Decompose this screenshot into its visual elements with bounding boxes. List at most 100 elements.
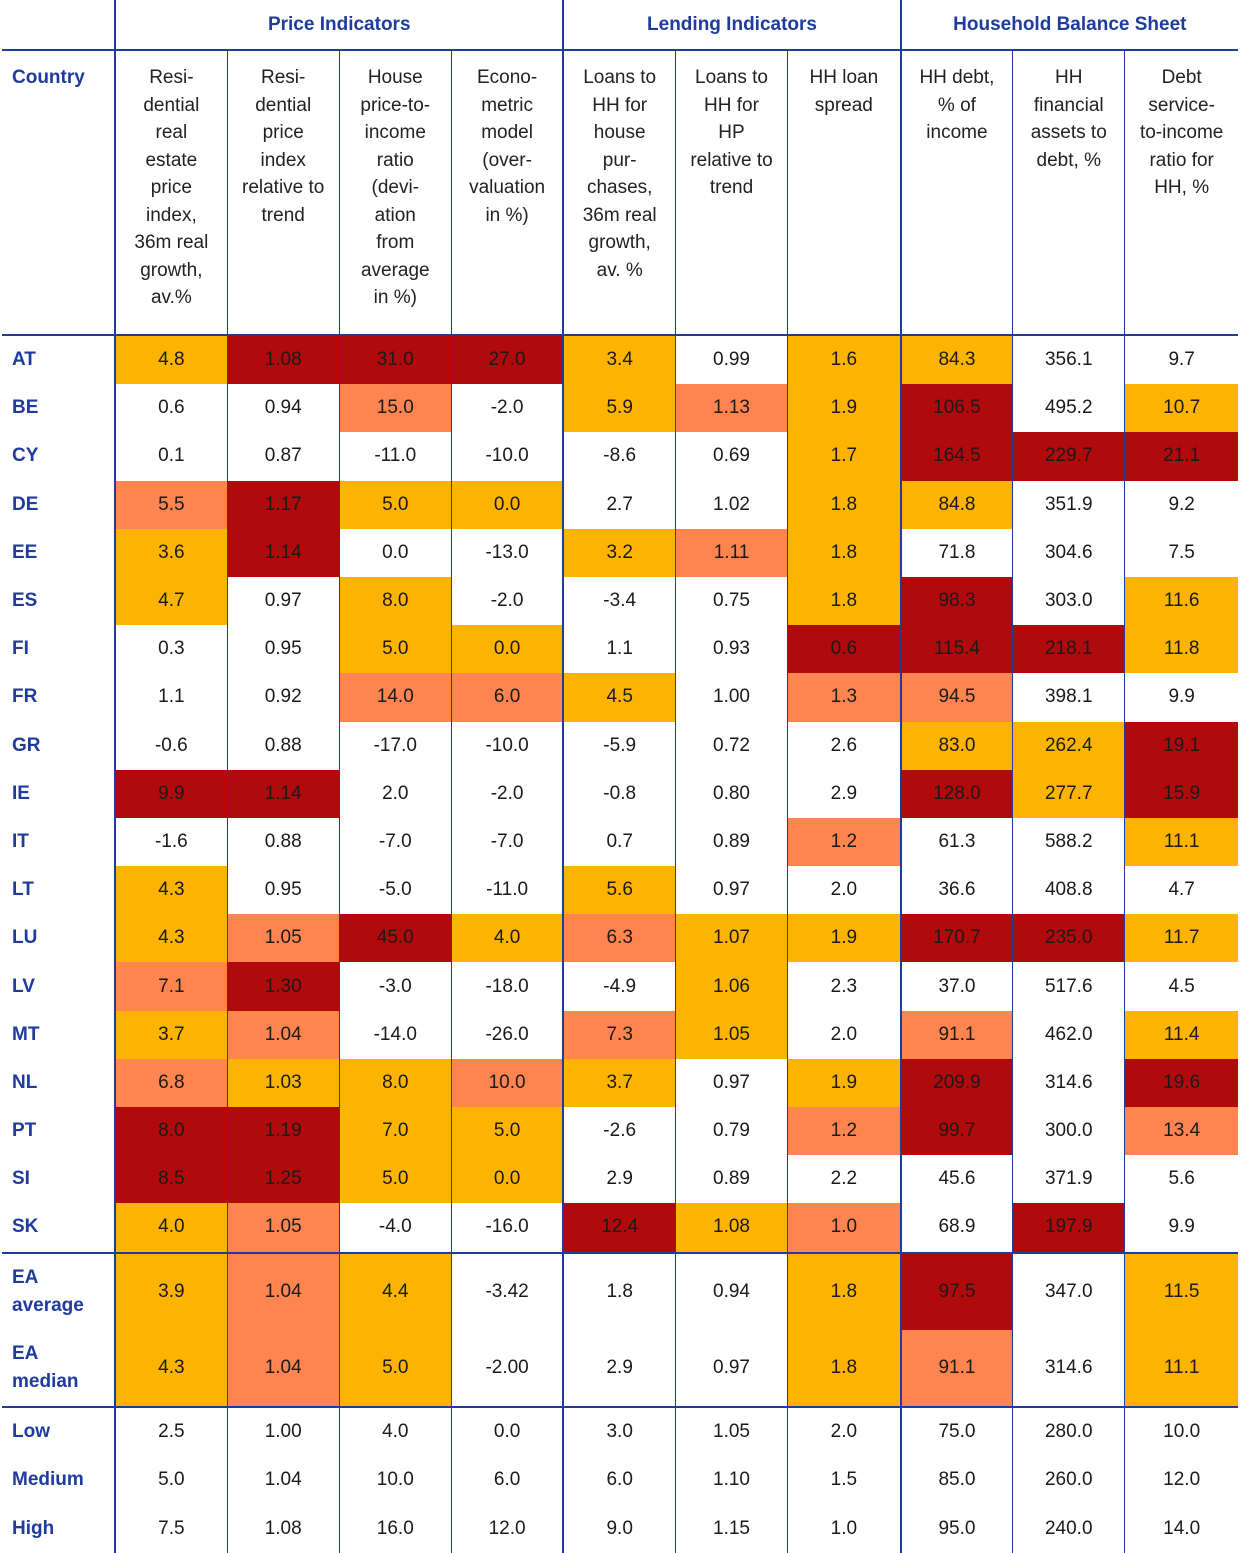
value-cell: 408.8 xyxy=(1012,866,1125,915)
value-cell: 16.0 xyxy=(338,1504,452,1553)
value-cell: 1.15 xyxy=(674,1504,788,1553)
value-cell: 15.0 xyxy=(338,384,452,433)
value-cell: 4.0 xyxy=(338,1406,452,1457)
value-cell: 2.0 xyxy=(787,1406,901,1457)
group-header-row: Price Indicators Lending Indicators Hous… xyxy=(2,0,1238,51)
value-cell: 4.5 xyxy=(562,673,676,722)
value-cell: 1.04 xyxy=(226,1252,340,1330)
value-cell: 1.8 xyxy=(562,1252,676,1330)
row-label: SI xyxy=(12,1168,30,1190)
country-row: DE 5.5 1.17 5.0 0.0 2.7 1.02 1.8 84.8 351.9 9.2 xyxy=(2,480,1238,529)
country-row: IT -1.6 0.88 -7.0 -7.0 0.7 0.89 1.2 61.3 588.2 11.… xyxy=(2,817,1238,867)
value-cell: 9.7 xyxy=(1124,335,1238,385)
value-cell: 75.0 xyxy=(899,1406,1013,1457)
value-cell: 0.0 xyxy=(338,528,452,577)
value-cell: 260.0 xyxy=(1012,1456,1125,1505)
value-cell: 11.1 xyxy=(1124,817,1238,867)
aggregate-rows: EA average 3.9 1.04 4.4 -3.42 1.8 0.94 1.8 97.5 34… xyxy=(2,1252,1238,1408)
value-cell: 5.0 xyxy=(338,1155,452,1204)
group-header-household: Household Balance Sheet xyxy=(899,0,1238,51)
value-cell: 0.93 xyxy=(674,625,788,674)
value-cell: 229.7 xyxy=(1012,432,1125,481)
value-cell: 3.9 xyxy=(114,1252,228,1330)
country-row: SK 4.0 1.05 -4.0 -16.0 12.4 1.08 1.0 68.9 197.9 9.… xyxy=(2,1203,1238,1254)
value-cell: 0.88 xyxy=(226,721,340,770)
row-label: PT xyxy=(12,1120,37,1142)
value-cell: 10.0 xyxy=(1124,1406,1238,1457)
value-cell: 2.6 xyxy=(787,721,901,770)
value-cell: 2.0 xyxy=(787,1010,901,1059)
value-cell: 1.08 xyxy=(674,1203,788,1254)
row-label: LU xyxy=(12,927,38,949)
row-label: BE xyxy=(12,397,39,419)
value-cell: -17.0 xyxy=(338,721,452,770)
value-cell: 0.72 xyxy=(674,721,788,770)
value-cell: 10.0 xyxy=(450,1058,564,1107)
value-cell: 1.08 xyxy=(226,335,340,385)
value-cell: 0.1 xyxy=(114,432,228,481)
value-cell: 1.11 xyxy=(674,528,788,577)
value-cell: 1.13 xyxy=(674,384,788,433)
value-cell: 1.6 xyxy=(787,335,901,385)
value-cell: 31.0 xyxy=(338,335,452,385)
value-cell: 1.1 xyxy=(562,625,676,674)
value-cell: 1.00 xyxy=(674,673,788,722)
country-row: SI 8.5 1.25 5.0 0.0 2.9 0.89 2.2 45.6 371.9 5.6 xyxy=(2,1155,1238,1204)
value-cell: 4.0 xyxy=(114,1203,228,1254)
value-cell: 98.3 xyxy=(899,576,1013,626)
value-cell: -8.6 xyxy=(562,432,676,481)
value-cell: 91.1 xyxy=(899,1010,1013,1059)
value-cell: -2.0 xyxy=(450,576,564,626)
column-header: HH financial assets to debt, % xyxy=(1012,50,1125,336)
aggregate-row: EA median 4.3 1.04 5.0 -2.00 2.9 0.97 1.8 91.1 314… xyxy=(2,1329,1238,1408)
value-cell: 1.8 xyxy=(787,528,901,577)
value-cell: 106.5 xyxy=(899,384,1013,433)
value-cell: 1.9 xyxy=(787,1058,901,1107)
value-cell: 9.2 xyxy=(1124,480,1238,529)
value-cell: 1.05 xyxy=(226,1203,340,1254)
value-cell: 0.79 xyxy=(674,1107,788,1156)
value-cell: 1.7 xyxy=(787,432,901,481)
value-cell: 1.06 xyxy=(674,962,788,1011)
value-cell: 0.87 xyxy=(226,432,340,481)
value-cell: 11.5 xyxy=(1124,1252,1238,1330)
value-cell: 11.6 xyxy=(1124,576,1238,626)
value-cell: 0.89 xyxy=(674,1155,788,1204)
row-label: ES xyxy=(12,590,38,612)
value-cell: 2.7 xyxy=(562,480,676,529)
value-cell: 356.1 xyxy=(1012,335,1125,385)
value-cell: 8.0 xyxy=(114,1107,228,1156)
value-cell: 240.0 xyxy=(1012,1504,1125,1553)
value-cell: 15.9 xyxy=(1124,769,1238,818)
value-cell: 1.9 xyxy=(787,914,901,963)
value-cell: -2.0 xyxy=(450,384,564,433)
value-cell: -7.0 xyxy=(450,817,564,867)
value-cell: -2.00 xyxy=(450,1329,564,1408)
value-cell: 2.3 xyxy=(787,962,901,1011)
value-cell: 1.8 xyxy=(787,1329,901,1408)
value-cell: 4.8 xyxy=(114,335,228,385)
row-label: Medium xyxy=(12,1469,84,1491)
row-label: CY xyxy=(12,445,39,467)
country-rows: AT 4.8 1.08 31.0 27.0 3.4 0.99 1.6 84.3 356.1 9.7 B… xyxy=(2,335,1238,1254)
value-cell: -18.0 xyxy=(450,962,564,1011)
column-header: Resi-dential real estate price index, 36m rea… xyxy=(114,50,228,336)
value-cell: 3.7 xyxy=(562,1058,676,1107)
value-cell: 1.30 xyxy=(226,962,340,1011)
value-cell: 517.6 xyxy=(1012,962,1125,1011)
value-cell: 277.7 xyxy=(1012,769,1125,818)
value-cell: 170.7 xyxy=(899,914,1013,963)
value-cell: -10.0 xyxy=(450,721,564,770)
value-cell: 209.9 xyxy=(899,1058,1013,1107)
value-cell: 3.2 xyxy=(562,528,676,577)
row-label: EE xyxy=(12,541,38,563)
value-cell: 2.9 xyxy=(562,1155,676,1204)
value-cell: 5.0 xyxy=(114,1456,228,1505)
value-cell: 95.0 xyxy=(899,1504,1013,1553)
value-cell: 0.0 xyxy=(450,480,564,529)
aggregate-row: EA average 3.9 1.04 4.4 -3.42 1.8 0.94 1.8 97.5 34… xyxy=(2,1252,1238,1330)
value-cell: 314.6 xyxy=(1012,1058,1125,1107)
value-cell: 0.80 xyxy=(674,769,788,818)
value-cell: 11.8 xyxy=(1124,625,1238,674)
value-cell: 7.1 xyxy=(114,962,228,1011)
